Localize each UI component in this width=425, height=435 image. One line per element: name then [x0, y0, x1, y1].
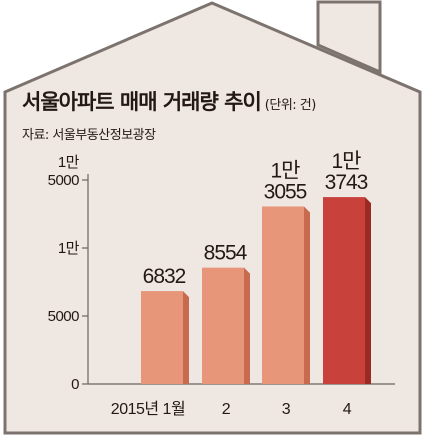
bar-side [244, 268, 250, 384]
bar [141, 291, 183, 384]
bar [262, 206, 304, 384]
x-tick-label: 4 [343, 401, 352, 418]
bar [323, 197, 365, 384]
bar-value-label: 3055 [264, 180, 307, 203]
y-tick-label: 5000 [48, 172, 80, 189]
y-tick-label: 1만 [58, 240, 80, 257]
bar-value-label: 3743 [325, 171, 368, 194]
bar-side [183, 291, 189, 384]
bar-value-label: 8554 [204, 242, 248, 265]
bar-side [365, 197, 371, 384]
bar-value-label: 6832 [143, 265, 186, 288]
y-tick-label: 1만 [58, 154, 80, 171]
bar-value-label: 1만 [271, 159, 301, 182]
y-tick-label: 0 [71, 376, 79, 393]
x-tick-label: 3 [282, 401, 291, 418]
bar-value-label: 1만 [332, 150, 362, 173]
y-tick-label: 5000 [48, 308, 80, 325]
x-tick-label: 2015년 1월 [111, 400, 185, 418]
bar [202, 268, 244, 384]
x-tick-label: 2 [222, 401, 231, 418]
bar-side [304, 206, 310, 384]
